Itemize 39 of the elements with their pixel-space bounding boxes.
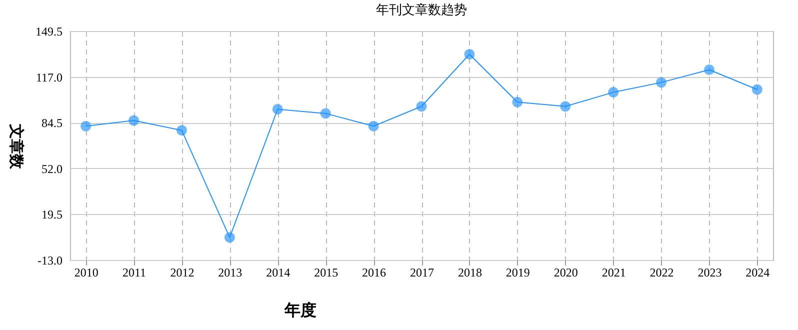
y-axis-title: 文章数: [8, 123, 26, 170]
point: [464, 49, 475, 60]
y-tick-label: 84.5: [42, 116, 62, 130]
y-tick-label: 19.5: [42, 208, 62, 222]
x-tick-label: 2017: [410, 266, 434, 280]
x-tick-label: 2021: [602, 266, 626, 280]
x-tick-label: 2018: [458, 266, 482, 280]
point: [416, 101, 427, 112]
y-tick-label: 52.0: [42, 162, 62, 176]
point: [224, 232, 235, 243]
x-tick-label: 2022: [650, 266, 674, 280]
point: [272, 104, 283, 114]
x-tick-label: 2020: [554, 266, 578, 280]
point: [80, 120, 92, 132]
x-tick-label: 2019: [506, 266, 530, 280]
x-tick-label: 2012: [170, 266, 194, 280]
point: [368, 120, 379, 132]
point: [176, 125, 187, 136]
point: [560, 101, 571, 112]
x-axis-title: 年度: [284, 300, 316, 320]
x-tick-label: 2015: [314, 266, 338, 280]
y-tick-label: 149.5: [36, 24, 62, 38]
x-tick-label: 2014: [266, 266, 290, 280]
point: [656, 77, 667, 88]
point: [704, 64, 714, 75]
point: [608, 87, 619, 98]
x-tick-label: 2010: [74, 266, 98, 280]
point: [512, 96, 523, 108]
y-tick-label: -13.0: [38, 254, 62, 268]
point: [128, 115, 140, 126]
x-tick-label: 2023: [698, 266, 722, 280]
point: [752, 84, 762, 95]
x-tick-label: 2011: [122, 266, 146, 280]
x-tick-label: 2024: [746, 266, 770, 280]
chart-title: 年刊文章数趋势: [376, 2, 467, 17]
x-tick-label: 2016: [362, 266, 386, 280]
x-tick-label: 2013: [218, 266, 242, 280]
y-tick-label: 117.0: [36, 70, 62, 84]
point: [320, 108, 331, 119]
